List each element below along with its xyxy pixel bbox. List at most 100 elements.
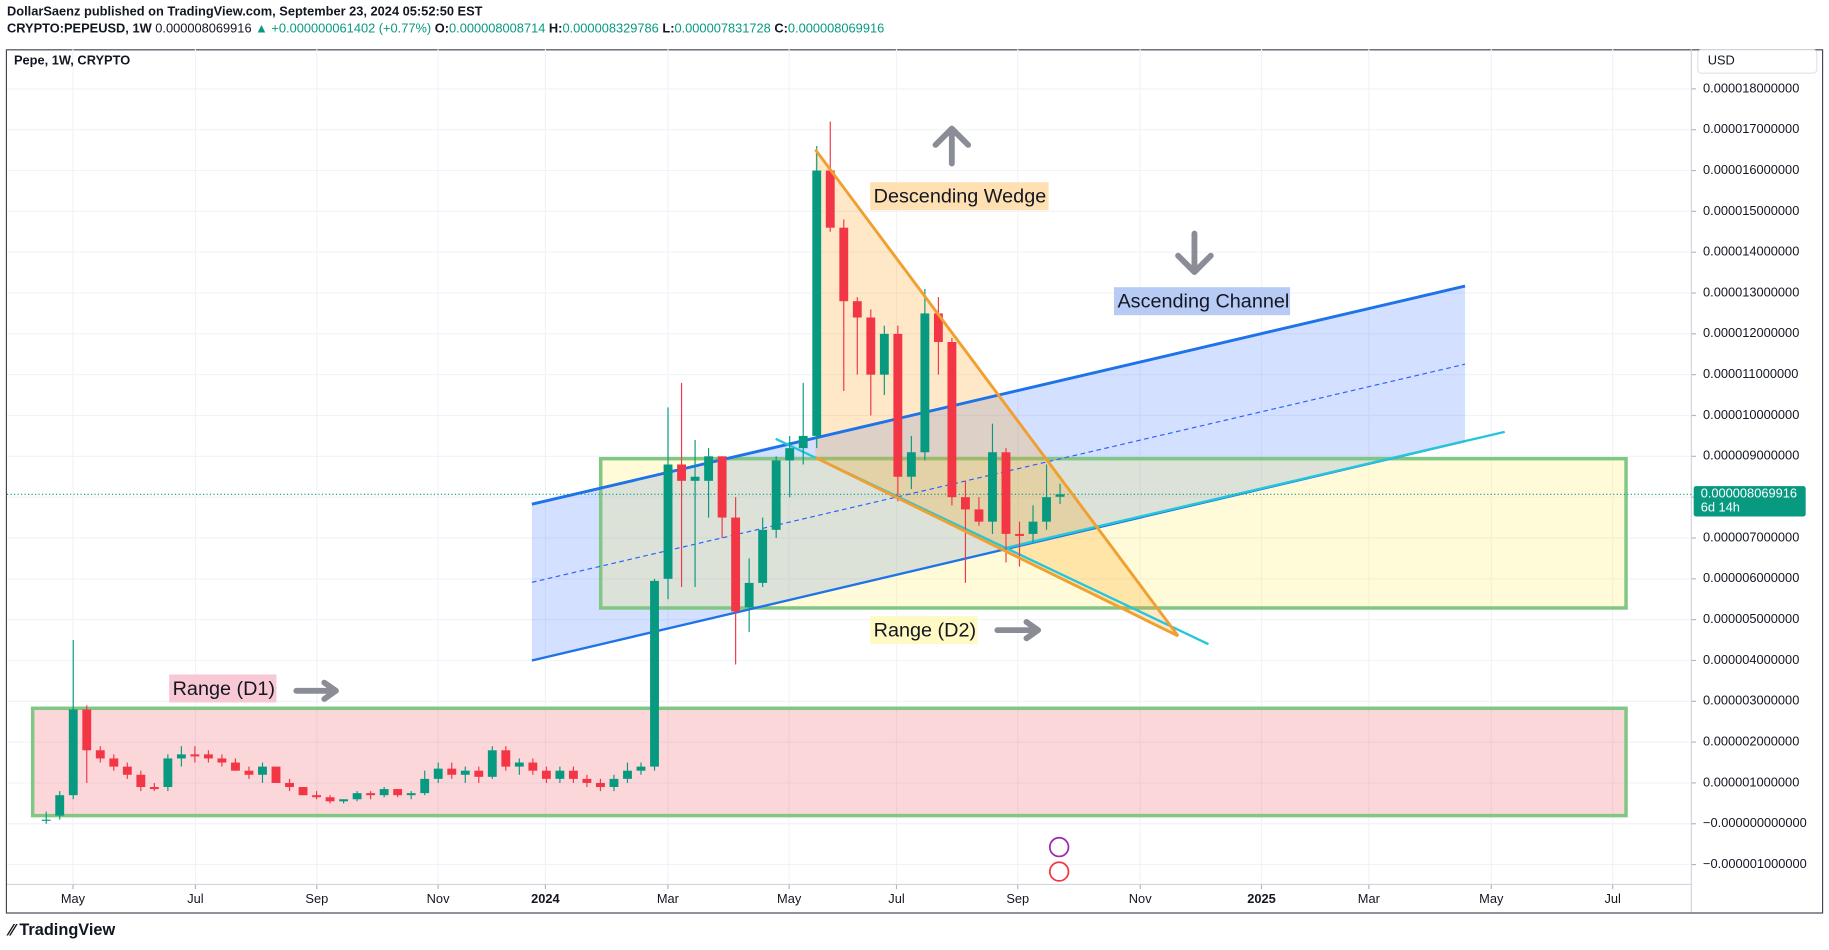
candle-body (487, 750, 497, 777)
y-tick-label: −0.000001000000 (1703, 856, 1807, 871)
label-bg (169, 674, 277, 703)
candle-body (271, 766, 281, 783)
candle-body (68, 709, 78, 796)
candle-body (447, 768, 457, 775)
candle-body (785, 448, 795, 461)
range-d1-box (30, 706, 1628, 818)
event-icon[interactable] (1048, 836, 1070, 858)
candle-body (244, 770, 254, 775)
candle-body (839, 227, 849, 302)
candle-body (95, 750, 105, 759)
arrow-right (293, 679, 339, 702)
x-tick-label: 2025 (1247, 891, 1276, 906)
l-label: L: (662, 21, 674, 36)
candle-body (352, 793, 362, 800)
h-label: H: (549, 21, 563, 36)
candle-body (758, 529, 768, 583)
candle-body (1028, 521, 1038, 534)
candle-body (163, 758, 173, 788)
publisher: DollarSaenz published on TradingView.com… (7, 3, 483, 18)
y-tick-label: 0.000007000000 (1703, 529, 1799, 544)
y-tick-label: 0.000010000000 (1703, 407, 1799, 422)
candle-body (825, 170, 835, 228)
y-tick-label: 0.000011000000 (1703, 366, 1798, 381)
annotation: Range (D2) (874, 620, 976, 642)
wedge-bottom (814, 456, 1179, 638)
annotation: Descending Wedge (874, 186, 1047, 208)
candle-body (906, 452, 916, 477)
candle-body (312, 795, 321, 798)
currency-box[interactable] (1697, 49, 1818, 74)
candle-body (298, 787, 308, 796)
candle-body (474, 770, 484, 777)
c-label: C: (774, 21, 788, 36)
candle-body (555, 770, 565, 779)
y-tick-label: 0.000015000000 (1703, 203, 1799, 218)
candle-body (1015, 533, 1024, 536)
candle-body (879, 333, 889, 375)
annotation: Ascending Channel (1117, 291, 1289, 313)
x-tick-label: Jul (1604, 891, 1620, 906)
x-tick-label: Mar (1358, 891, 1381, 906)
candle-body (812, 170, 822, 436)
y-tick-label: 0.000013000000 (1703, 284, 1799, 299)
y-tick-label: 0.000003000000 (1703, 693, 1799, 708)
candle-body (258, 766, 267, 775)
candle-body (731, 517, 741, 612)
range-d2-box (598, 456, 1628, 610)
candle-body (41, 819, 51, 821)
trend-line (1002, 430, 1505, 550)
y-tick-label: 0.000012000000 (1703, 325, 1799, 340)
y-tick-label: 0.000014000000 (1703, 244, 1799, 259)
candle-body (203, 754, 213, 759)
candle-body (609, 778, 619, 788)
x-tick-label: Nov (427, 891, 450, 906)
c-value: 0.000008069916 (788, 21, 884, 36)
x-tick-label: Jul (888, 891, 904, 906)
countdown: 6d 14h (1701, 500, 1740, 515)
candle-body (190, 754, 200, 757)
h-value: 0.000008329786 (562, 21, 658, 36)
symbol: CRYPTO:PEPEUSD, 1W (7, 21, 153, 36)
y-tick-label: 0.000017000000 (1703, 121, 1799, 136)
candle-body (231, 762, 240, 771)
candle-body (379, 789, 389, 796)
candle-body (568, 770, 578, 779)
candle-body (852, 301, 862, 318)
wedge-top (814, 148, 1180, 637)
candle-body (690, 476, 700, 481)
candle-body (366, 793, 376, 796)
x-tick-label: May (777, 891, 802, 906)
chart-title: Pepe, 1W, CRYPTO (14, 52, 130, 67)
channel-mid (531, 363, 1466, 583)
label-bg (870, 616, 978, 645)
last: 0.000008069916 (155, 21, 251, 36)
event-icon[interactable] (1048, 861, 1070, 882)
candle-body (176, 754, 186, 759)
candle-body (596, 782, 605, 788)
candle-body (149, 787, 159, 790)
arrow-right (994, 619, 1042, 642)
brand-name: TradingView (19, 921, 115, 939)
x-tick-label: May (61, 891, 86, 906)
candle-body (1042, 497, 1051, 522)
candle-body (460, 770, 470, 775)
candle-body (285, 782, 294, 788)
x-tick-label: Mar (657, 891, 680, 906)
candle-body (541, 770, 551, 779)
candle-body (122, 766, 132, 775)
x-tick-label: Jul (187, 891, 203, 906)
o-value: 0.000008008714 (449, 21, 545, 36)
candle-body (339, 799, 349, 802)
candle-body (920, 313, 930, 453)
candle-body (717, 456, 727, 518)
candle-body (582, 778, 592, 783)
o-label: O: (435, 21, 449, 36)
candle-body (771, 460, 781, 530)
y-tick-label: 0.000004000000 (1703, 652, 1799, 667)
x-tick-label: Sep (305, 891, 328, 906)
label-bg (870, 182, 1049, 211)
candle-body (623, 770, 632, 779)
x-tick-label: Nov (1129, 891, 1152, 906)
frame (5, 49, 1824, 914)
